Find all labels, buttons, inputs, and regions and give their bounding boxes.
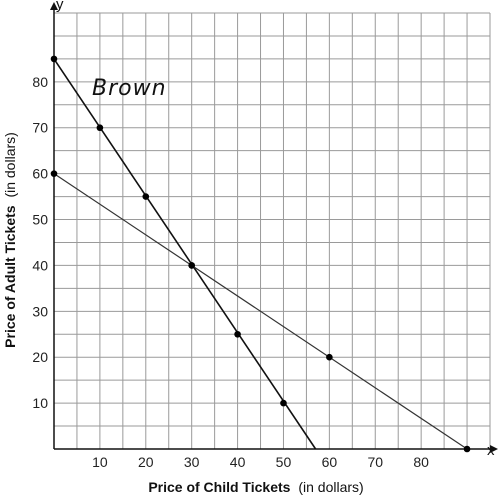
y-tick-label-40: 40 — [32, 257, 48, 273]
annotation-brown: Brown — [92, 76, 167, 101]
series-2-point-1 — [188, 262, 195, 269]
x-axis-arrow — [490, 445, 498, 453]
grid — [54, 12, 491, 449]
x-tick-label-20: 20 — [138, 454, 154, 470]
y-tick-label-30: 30 — [32, 303, 48, 319]
x-tick-label-60: 60 — [322, 454, 338, 470]
x-tick-label-10: 10 — [92, 454, 108, 470]
y-tick-label-50: 50 — [32, 212, 48, 228]
series-2 — [50, 170, 471, 453]
series-layer — [50, 55, 471, 453]
series-2-point-3 — [463, 445, 471, 453]
x-axis-title-unit: (in dollars) — [298, 479, 363, 495]
x-axis-letter: x — [487, 442, 495, 459]
y-axis-title-unit: (in dollars) — [2, 132, 18, 197]
series-2-point-0 — [50, 170, 58, 177]
series-2-point-2 — [326, 353, 333, 361]
axes — [50, 2, 498, 453]
x-tick-label-70: 70 — [367, 454, 383, 470]
y-tick-label-80: 80 — [32, 74, 48, 90]
series-1-point-0 — [50, 55, 58, 63]
tick-labels: 10 20 30 40 50 60 70 80 10 20 30 40 50 60 70 80 — [32, 74, 429, 470]
y-axis-title: Price of Adult Tickets (in dollars) — [2, 132, 18, 348]
x-axis-title: Price of Child Tickets (in dollars) — [148, 479, 363, 495]
y-tick-label-10: 10 — [32, 395, 48, 411]
y-tick-label-60: 60 — [32, 166, 48, 182]
series-1-point-2 — [142, 193, 150, 200]
y-axis-arrow — [50, 2, 58, 10]
x-tick-label-30: 30 — [184, 454, 200, 470]
series-1 — [50, 55, 317, 450]
series-1-point-5 — [280, 399, 287, 407]
y-tick-label-20: 20 — [32, 349, 48, 365]
x-tick-label-40: 40 — [230, 454, 246, 470]
y-axis-title-main: Price of Adult Tickets — [2, 205, 18, 348]
series-1-point-1 — [96, 124, 104, 132]
y-tick-label-70: 70 — [32, 120, 48, 136]
x-tick-label-50: 50 — [276, 454, 292, 470]
x-axis-title-main: Price of Child Tickets — [148, 479, 290, 495]
series-1-point-4 — [234, 330, 241, 338]
x-tick-label-80: 80 — [413, 454, 429, 470]
series-2-line — [53, 173, 468, 450]
y-axis-letter: y — [56, 0, 64, 13]
series-1-line — [53, 58, 317, 450]
